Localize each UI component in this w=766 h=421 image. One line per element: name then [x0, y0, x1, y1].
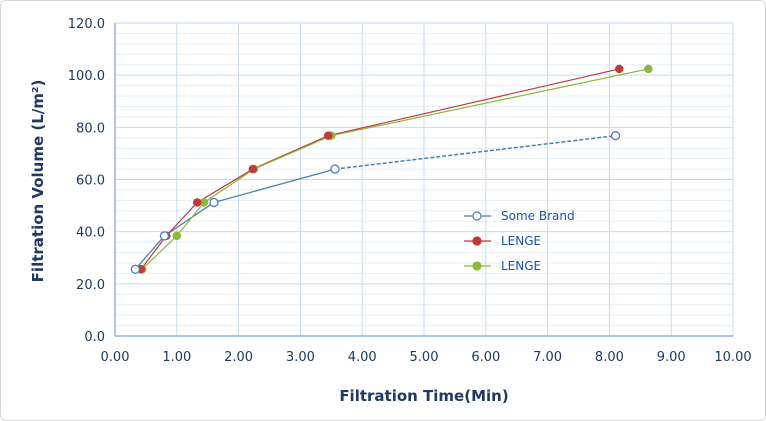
x-tick-label: 5.00 — [410, 350, 439, 365]
data-point — [248, 164, 258, 174]
x-tick-label: 4.00 — [348, 350, 377, 365]
y-tick-label: 120.0 — [68, 17, 105, 32]
y-tick-label: 20.0 — [76, 278, 105, 293]
series-line-some-brand-dashed — [334, 134, 616, 170]
data-point — [209, 197, 219, 208]
data-point — [330, 164, 340, 174]
data-point — [610, 131, 621, 141]
data-point — [159, 231, 170, 241]
x-tick-label: 10.00 — [714, 350, 751, 365]
data-point — [615, 64, 624, 74]
x-tick-label: 9.00 — [657, 350, 686, 365]
x-tick-label: 8.00 — [595, 350, 624, 365]
data-point — [192, 198, 202, 207]
y-tick-label: 40.0 — [76, 226, 105, 241]
series-line-lenge-1 — [140, 68, 620, 270]
y-tick-label: 0.0 — [84, 330, 105, 345]
y-tick-label: 80.0 — [76, 121, 105, 136]
legend-label: LENGE — [501, 259, 541, 273]
legend-label: Some Brand — [501, 209, 575, 223]
y-tick-label: 60.0 — [76, 174, 105, 189]
x-tick-label: 6.00 — [471, 350, 500, 365]
legend-label: LENGE — [501, 234, 541, 248]
data-point — [130, 264, 141, 274]
data-point — [323, 131, 333, 140]
y-axis-title: Filtration Volume (L/m²) — [29, 80, 47, 283]
x-axis-title: Filtration Time(Min) — [339, 387, 508, 405]
series-line-some-brand — [134, 168, 336, 270]
legend-marker — [472, 236, 482, 246]
x-tick-label: 0.00 — [101, 350, 130, 365]
data-point — [644, 64, 653, 74]
legend-marker — [472, 211, 482, 221]
x-tick-label: 3.00 — [286, 350, 315, 365]
y-tick-label: 100.0 — [68, 69, 105, 84]
x-tick-label: 2.00 — [224, 350, 253, 365]
x-tick-label: 7.00 — [533, 350, 562, 365]
x-tick-label: 1.00 — [162, 350, 191, 365]
series-line-lenge-2 — [141, 68, 649, 270]
legend-marker — [472, 261, 482, 271]
data-point — [172, 231, 182, 241]
